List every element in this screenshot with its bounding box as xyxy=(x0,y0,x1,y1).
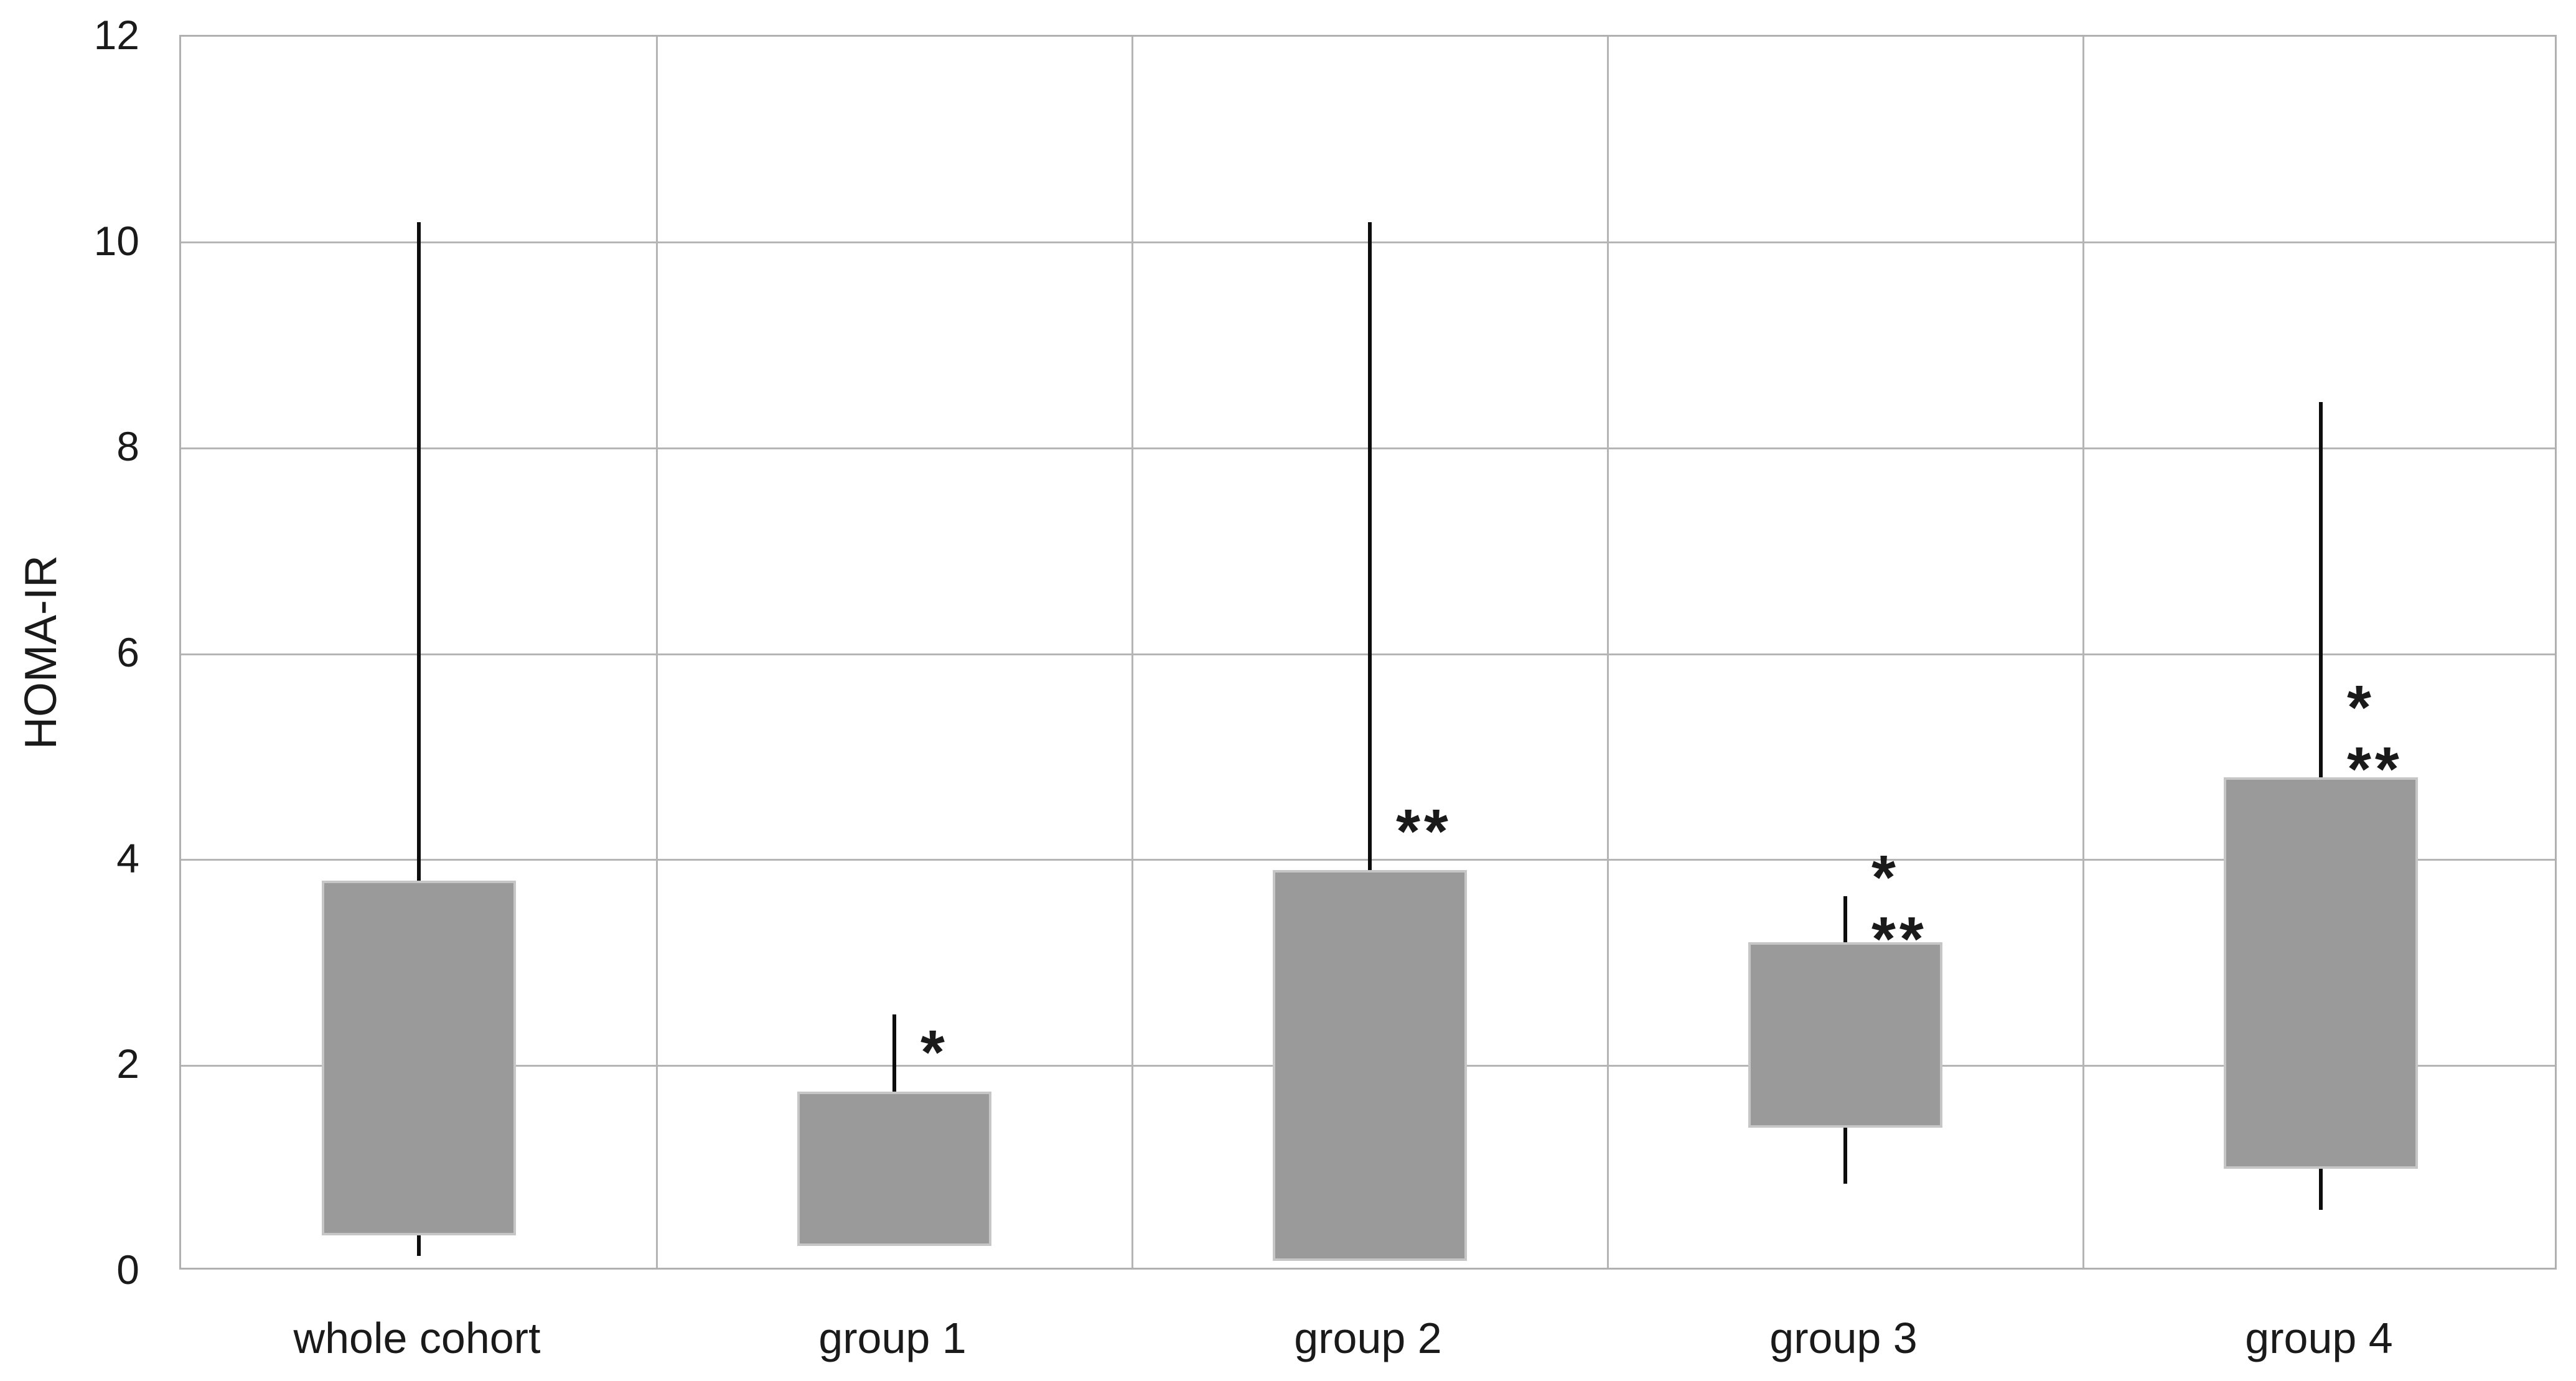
whisker-low-whole-cohort xyxy=(417,1235,421,1257)
gridline-category-separator-2 xyxy=(1131,37,1133,1268)
box-whole-cohort xyxy=(322,880,516,1236)
significance-marker-group-4-2: ** xyxy=(2347,734,2403,805)
y-tick-label-10: 10 xyxy=(93,217,139,264)
x-label-group-4: group 4 xyxy=(2245,1314,2393,1362)
x-label-group-3: group 3 xyxy=(1769,1314,1918,1362)
whisker-high-group-1 xyxy=(892,1014,896,1092)
box-group-1 xyxy=(797,1091,991,1246)
x-label-whole-cohort: whole cohort xyxy=(293,1314,541,1362)
significance-marker-group-3-2: ** xyxy=(1871,904,1927,975)
box-group-3 xyxy=(1748,942,1942,1128)
significance-marker-group-1-1: * xyxy=(920,1018,948,1087)
whisker-high-group-4 xyxy=(2319,401,2323,778)
gridline-category-separator-4 xyxy=(2082,37,2084,1268)
significance-marker-group-2-1: ** xyxy=(1396,796,1452,866)
y-tick-label-0: 0 xyxy=(116,1247,139,1293)
significance-marker-group-3-1: * xyxy=(1871,842,1899,912)
whisker-high-group-3 xyxy=(1843,896,1847,942)
gridline-category-separator-1 xyxy=(655,37,658,1268)
whisker-low-group-3 xyxy=(1843,1127,1847,1184)
significance-marker-group-4-1: * xyxy=(2347,673,2375,743)
box-group-2 xyxy=(1273,870,1467,1262)
whisker-high-whole-cohort xyxy=(417,222,421,881)
y-tick-label-8: 8 xyxy=(116,423,139,470)
plot-area: * ** * ** * ** xyxy=(179,35,2557,1270)
y-tick-label-12: 12 xyxy=(93,12,139,58)
gridline-category-separator-3 xyxy=(1606,37,1609,1268)
x-label-group-2: group 2 xyxy=(1294,1314,1442,1362)
y-tick-label-4: 4 xyxy=(116,835,139,881)
whisker-high-group-2 xyxy=(1368,222,1372,871)
x-label-group-1: group 1 xyxy=(818,1314,967,1362)
box-group-4 xyxy=(2224,777,2418,1169)
y-tick-label-6: 6 xyxy=(116,629,139,675)
y-tick-label-2: 2 xyxy=(116,1041,139,1087)
whisker-low-group-4 xyxy=(2319,1168,2323,1210)
